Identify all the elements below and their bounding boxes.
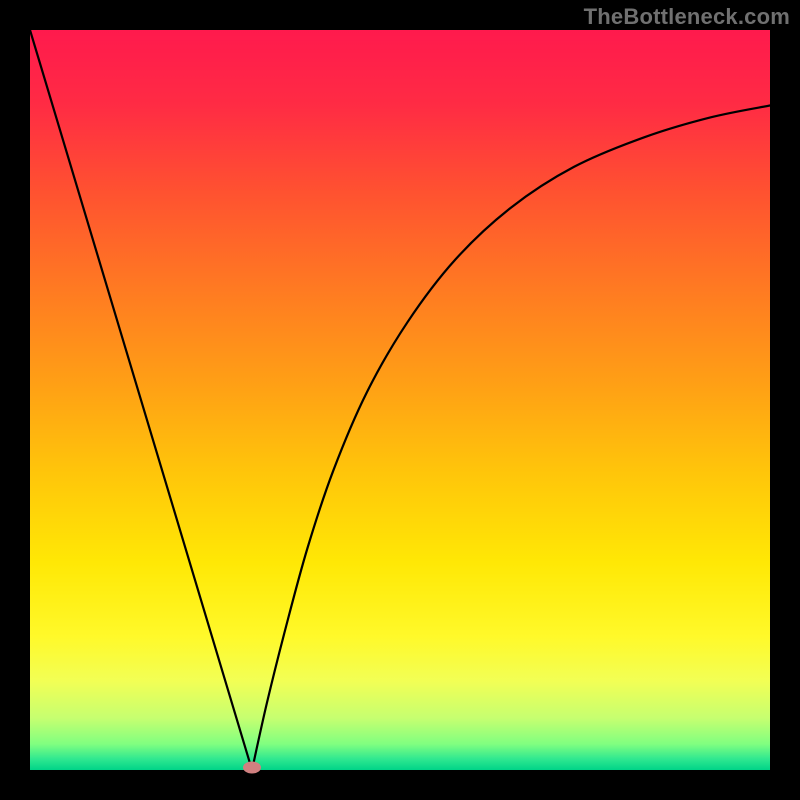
- chart-frame: TheBottleneck.com: [0, 0, 800, 800]
- bottleneck-curve: [30, 30, 770, 770]
- watermark-text: TheBottleneck.com: [584, 4, 790, 30]
- plot-area: [30, 30, 770, 770]
